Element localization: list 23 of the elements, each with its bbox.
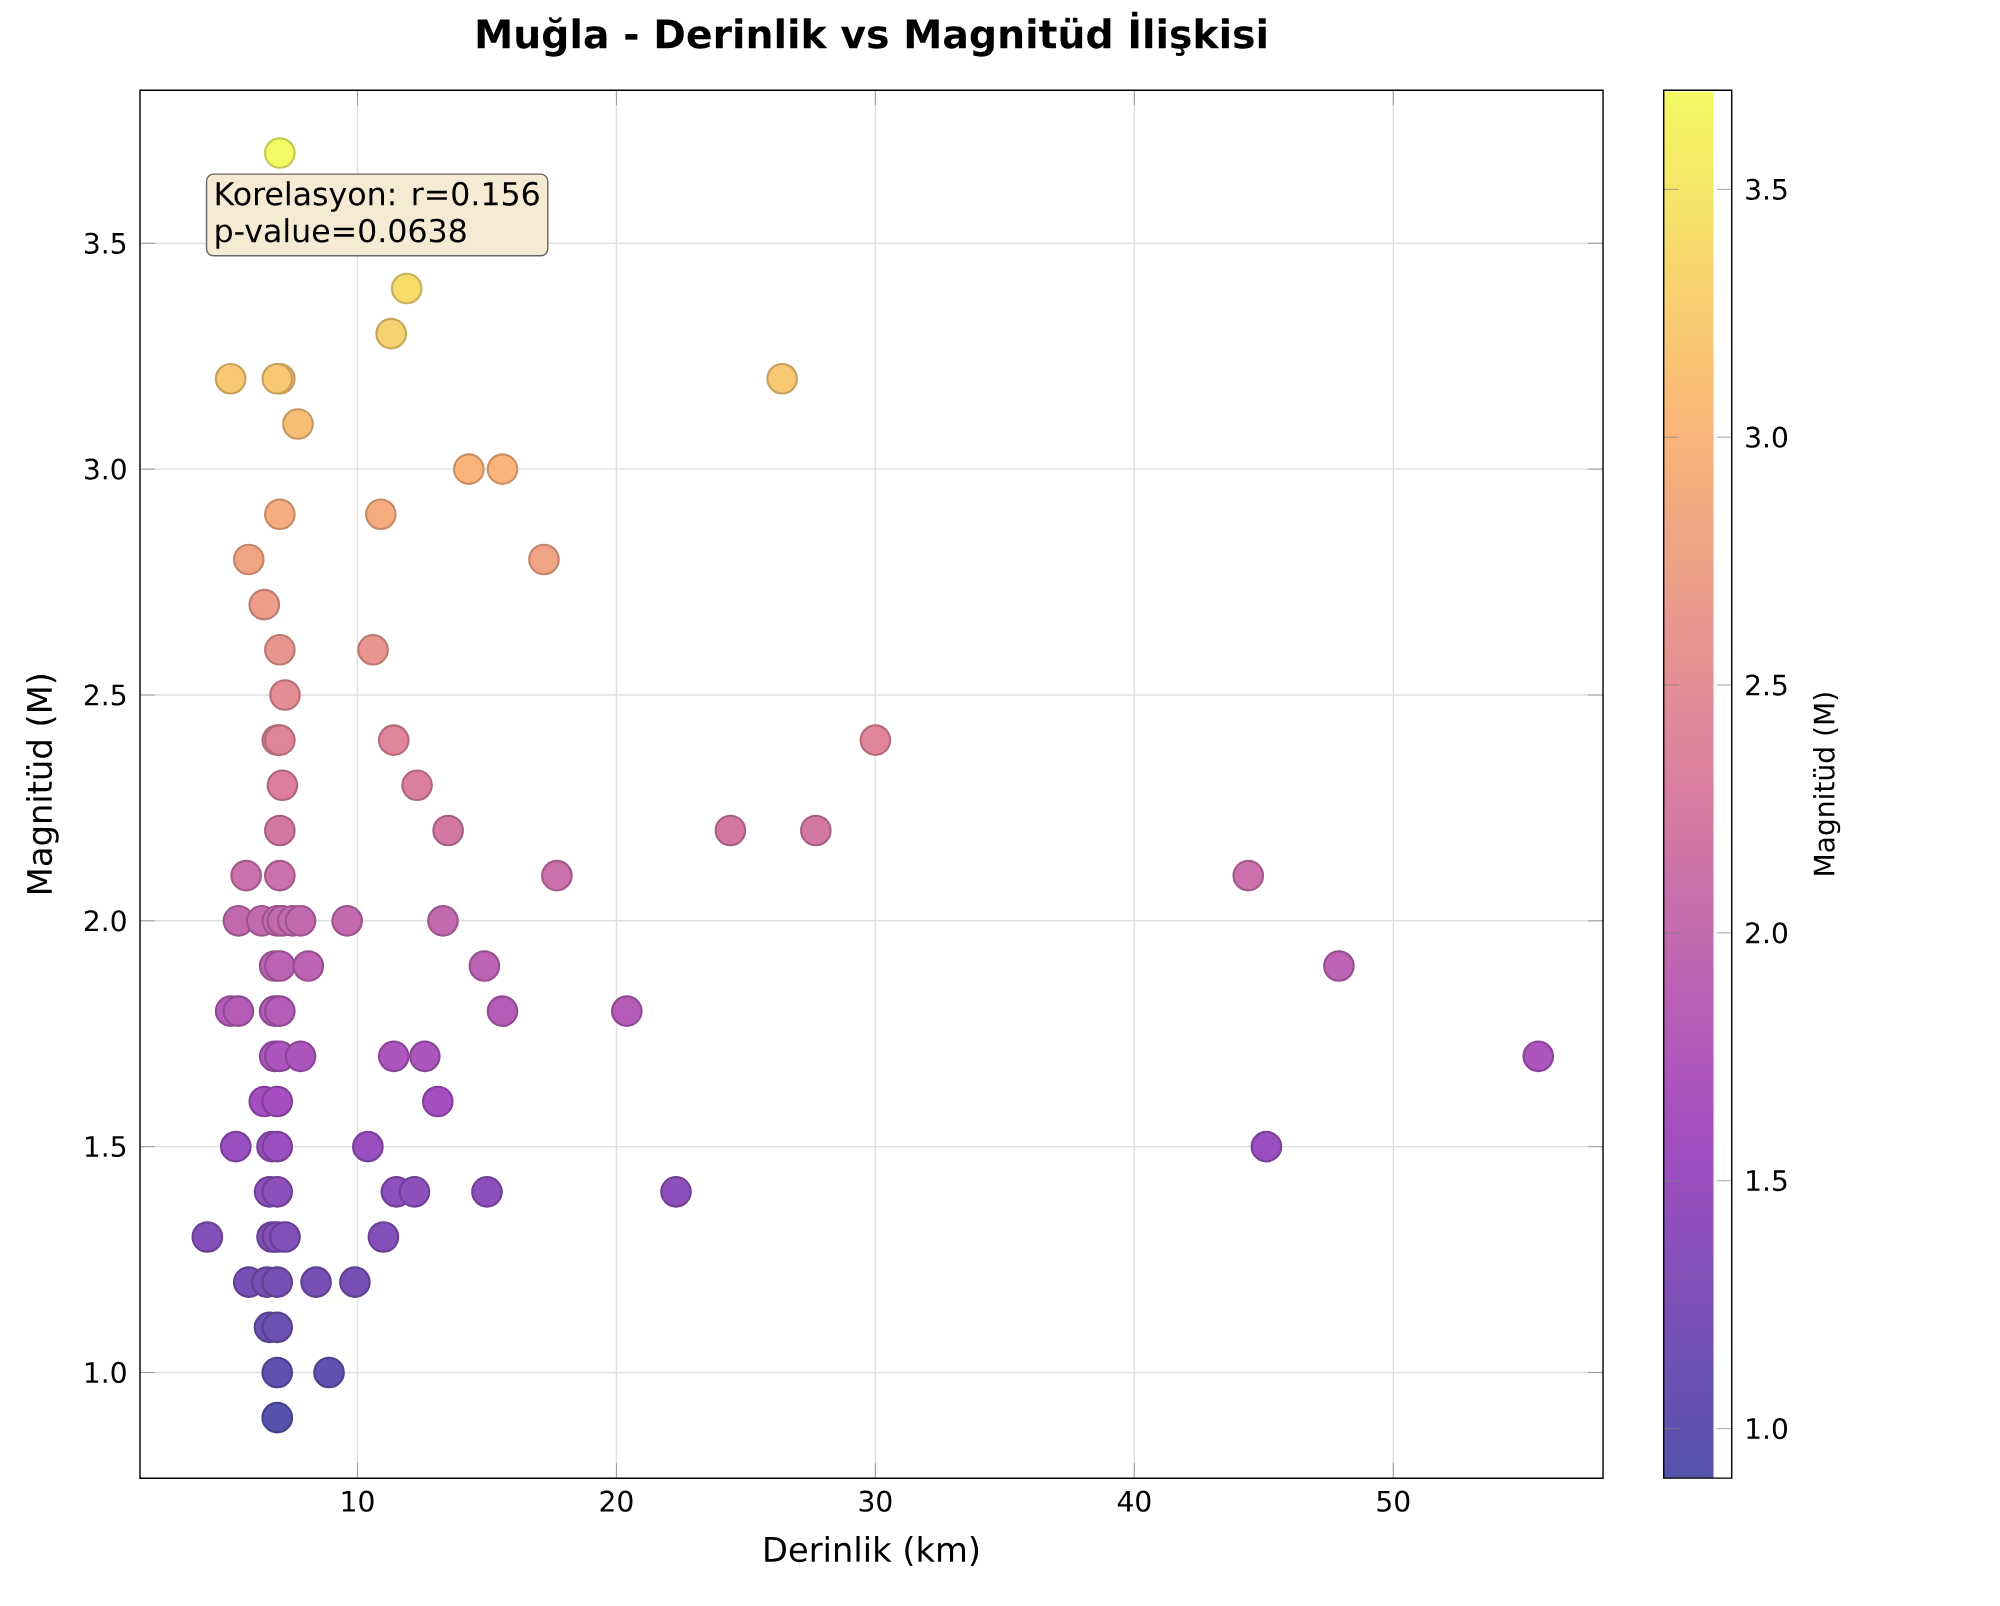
- y-tick-label: 3.5: [85, 232, 126, 254]
- y-tick-label: 1.5: [85, 1136, 126, 1157]
- color-bar-label: 1.5: [1747, 1170, 1787, 1192]
- annotation: Korelasyon: r=0.156: [216, 181, 539, 212]
- y-tick-label: 1.0: [85, 1361, 126, 1384]
- x-axis-title: Derinlik (km): [765, 1535, 979, 1567]
- x-tick-label: 10: [342, 1490, 374, 1512]
- color-bar-label: 1.0: [1747, 1417, 1788, 1440]
- color-bar-title: Magnitüd (M): [1813, 693, 1841, 875]
- annotation: p-value=0.0638: [216, 218, 466, 249]
- color-bar-label: 2.5: [1746, 674, 1787, 696]
- x-tick-label: 20: [600, 1490, 633, 1512]
- y-tick-label: 3.0: [85, 458, 126, 480]
- chart-title: Muğla - Derinlik vs Magnitüd İlişkisi: [477, 11, 1266, 57]
- y-tick-label: 2.5: [84, 684, 126, 706]
- x-tick-label: 40: [1117, 1490, 1151, 1512]
- color-bar-label: 2.0: [1746, 922, 1788, 944]
- color-bar-label: 3.5: [1746, 178, 1787, 200]
- color-bar-label: 3.0: [1746, 426, 1788, 448]
- y-axis-title: Magnitüd (M): [26, 674, 59, 893]
- y-tick-label: 2.0: [84, 910, 126, 932]
- x-tick-label: 30: [859, 1490, 892, 1512]
- x-tick-label: 50: [1377, 1490, 1410, 1512]
